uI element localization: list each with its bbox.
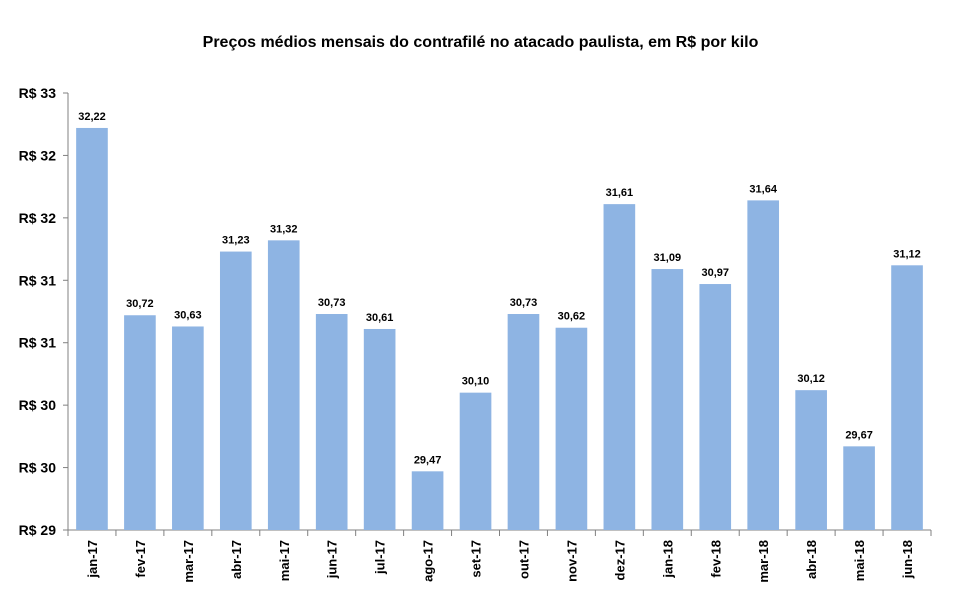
bar (315, 313, 348, 530)
data-label: 31,32 (270, 223, 298, 235)
data-label: 32,22 (78, 111, 106, 123)
y-tick-label: R$ 30 (19, 397, 57, 413)
y-tick-label: R$ 33 (19, 85, 57, 101)
data-label: 30,72 (126, 298, 154, 310)
bar (507, 313, 540, 530)
bar (172, 326, 204, 530)
data-label: 30,12 (797, 373, 825, 385)
bar (891, 265, 923, 530)
bar (76, 127, 108, 531)
y-tick-label: R$ 32 (19, 210, 57, 226)
chart-title: Preços médios mensais do contrafilé no a… (202, 34, 759, 51)
x-tick-label: mar-17 (181, 540, 196, 583)
y-tick-label: R$ 32 (19, 147, 57, 163)
data-label: 29,47 (414, 454, 442, 466)
x-tick-label: jan-17 (85, 540, 100, 579)
bar (843, 446, 875, 530)
y-tick-label: R$ 31 (19, 272, 57, 288)
data-label: 31,09 (654, 252, 682, 264)
x-tick-label: nov-17 (564, 540, 579, 582)
y-tick-label: R$ 29 (19, 522, 57, 538)
bar (603, 204, 636, 530)
data-label: 30,10 (462, 376, 490, 388)
x-tick-label: fev-17 (133, 540, 148, 578)
data-label: 31,23 (222, 235, 250, 247)
data-label: 30,73 (510, 297, 538, 309)
data-label: 30,97 (701, 267, 729, 279)
x-tick-label: dez-17 (612, 540, 627, 580)
x-tick-label: abr-18 (804, 540, 819, 579)
bar (459, 392, 492, 530)
bar (555, 327, 588, 530)
x-tick-label: jun-17 (325, 540, 340, 579)
x-tick-label: jun-18 (900, 540, 915, 579)
bar (124, 315, 156, 530)
bar (795, 390, 827, 530)
x-tick-label: out-17 (516, 540, 531, 579)
y-tick-label: R$ 31 (19, 335, 57, 351)
bar (651, 269, 684, 530)
x-tick-label: fev-18 (708, 540, 723, 578)
x-tick-label: abr-17 (229, 540, 244, 579)
x-tick-label: set-17 (469, 540, 484, 578)
data-label: 30,73 (318, 297, 346, 309)
data-label: 30,63 (174, 309, 202, 321)
bar (267, 240, 300, 530)
bar (747, 200, 780, 530)
x-tick-label: jul-17 (373, 540, 388, 575)
data-label: 31,61 (606, 187, 634, 199)
x-tick-label: jan-18 (660, 540, 675, 579)
bar (363, 328, 396, 530)
data-label: 31,64 (749, 183, 777, 195)
x-tick-label: ago-17 (421, 540, 436, 582)
y-tick-label: R$ 30 (19, 460, 57, 476)
data-label: 30,62 (558, 311, 586, 323)
data-label: 31,12 (893, 248, 921, 260)
bar (411, 471, 444, 530)
data-label: 29,67 (845, 429, 873, 441)
bar (699, 284, 732, 530)
data-label: 30,61 (366, 312, 394, 324)
x-tick-label: mai-17 (277, 540, 292, 581)
bar (219, 251, 252, 530)
x-tick-label: mai-18 (852, 540, 867, 581)
x-tick-label: mar-18 (756, 540, 771, 583)
